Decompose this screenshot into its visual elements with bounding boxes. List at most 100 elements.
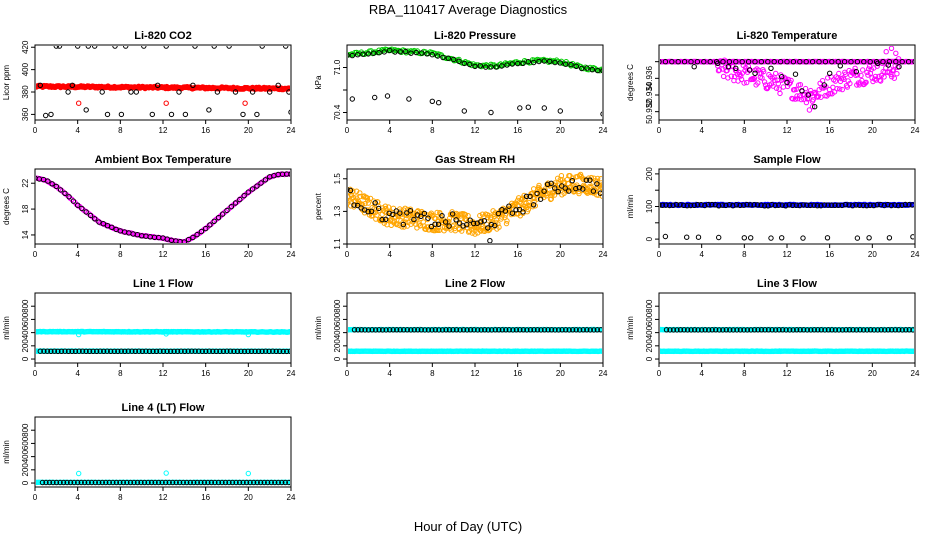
x-tick-label: 12 <box>159 493 168 502</box>
data-point <box>720 59 726 65</box>
data-point <box>401 224 407 230</box>
data-point <box>450 327 456 333</box>
data-point <box>37 348 43 354</box>
data-point <box>854 59 861 65</box>
data-point <box>348 52 350 58</box>
data-point <box>404 327 410 333</box>
data-point <box>768 202 775 208</box>
data-point <box>378 217 384 224</box>
data-point <box>408 50 414 56</box>
y-tick-label: 600 <box>333 312 342 326</box>
data-point <box>492 327 498 333</box>
x-tick-label: 24 <box>287 250 296 259</box>
data-point <box>600 348 602 354</box>
data-point <box>39 479 46 486</box>
data-point <box>747 67 753 73</box>
y-tick-label: 380 <box>21 85 30 99</box>
data-point <box>548 180 554 187</box>
data-point <box>773 85 780 91</box>
data-point <box>103 479 109 486</box>
data-point <box>738 76 745 83</box>
x-tick-label: 24 <box>911 126 920 135</box>
x-tick-label: 16 <box>513 126 522 135</box>
data-point <box>503 220 510 227</box>
data-point <box>495 210 502 217</box>
y-tick-label: 50.934 <box>645 82 654 107</box>
data-point <box>751 75 758 82</box>
data-point <box>349 96 355 102</box>
data-point <box>464 222 470 228</box>
x-tick-label: 4 <box>75 493 80 502</box>
data-point <box>597 190 602 196</box>
data-point <box>502 208 509 214</box>
data-point <box>146 348 153 354</box>
data-point <box>740 202 747 208</box>
data-point <box>541 105 547 111</box>
data-point <box>584 65 590 71</box>
data-point <box>874 202 880 208</box>
y-tick-label: 18 <box>21 204 30 213</box>
data-point <box>48 348 54 354</box>
data-point <box>846 202 852 208</box>
data-point <box>350 188 356 194</box>
data-point <box>390 211 396 218</box>
data-point <box>488 109 494 116</box>
data-point <box>872 73 879 80</box>
data-point <box>809 59 816 65</box>
data-point <box>75 46 81 49</box>
data-point <box>783 327 789 333</box>
data-point <box>803 99 810 106</box>
series-avg <box>36 82 290 93</box>
data-point <box>261 479 267 486</box>
data-point <box>912 348 914 354</box>
data-point <box>794 327 800 333</box>
data-point <box>660 202 662 208</box>
data-point <box>379 216 385 223</box>
data-point <box>754 202 761 208</box>
data-point <box>772 202 778 209</box>
y-tick-label: 400 <box>21 62 30 76</box>
y-tick-label: 200 <box>645 167 654 181</box>
data-point <box>843 327 849 333</box>
data-point <box>436 224 442 231</box>
x-tick-label: 8 <box>742 250 747 259</box>
data-point <box>66 194 72 200</box>
y-axis-label: degrees C <box>2 188 11 225</box>
data-point <box>883 49 889 55</box>
data-point <box>829 327 835 333</box>
x-tick-label: 4 <box>699 250 704 259</box>
y-tick-label: 0 <box>21 480 30 485</box>
y-tick-label: 200 <box>333 339 342 353</box>
data-point <box>487 238 493 243</box>
data-point <box>844 84 851 90</box>
data-point <box>365 51 371 57</box>
panel-ambient: Ambient Box Temperature degrees C 0 4 8 12 16 2… <box>2 154 296 259</box>
data-point <box>275 82 281 89</box>
data-point <box>835 59 841 65</box>
data-point <box>288 109 290 115</box>
data-point <box>236 479 243 486</box>
data-point <box>104 348 110 354</box>
series-cyan-low <box>348 348 602 355</box>
data-point <box>57 479 63 486</box>
data-point <box>284 348 290 355</box>
data-point <box>134 479 141 486</box>
data-point <box>471 327 477 333</box>
data-point <box>383 205 389 212</box>
data-point <box>761 68 767 75</box>
y-axis: 0 100 200 <box>645 167 659 241</box>
data-point <box>351 327 358 333</box>
data-point <box>867 202 873 209</box>
data-point <box>806 107 813 113</box>
data-point <box>131 479 137 486</box>
data-point <box>348 187 354 194</box>
data-point <box>92 216 98 222</box>
data-point <box>513 327 520 333</box>
data-point <box>124 479 130 486</box>
data-point <box>461 60 467 67</box>
data-point <box>206 107 212 113</box>
data-point <box>912 59 914 65</box>
data-point <box>549 192 555 199</box>
plot-area <box>36 470 290 486</box>
y-axis-label: Licor ppm <box>2 65 11 100</box>
